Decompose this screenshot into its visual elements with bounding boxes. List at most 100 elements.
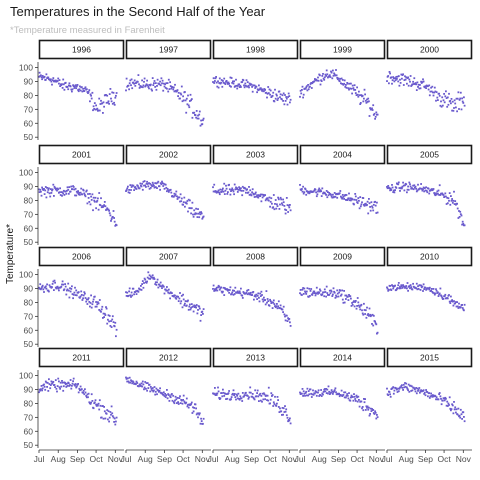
data-point bbox=[302, 185, 304, 188]
x-tick-label: Nov bbox=[195, 454, 211, 464]
data-point bbox=[386, 80, 388, 82]
data-point bbox=[418, 387, 421, 389]
data-point bbox=[104, 417, 107, 420]
data-point bbox=[327, 191, 329, 193]
data-point bbox=[363, 97, 365, 100]
facet-panel-2003: 2003 bbox=[212, 144, 299, 215]
data-point bbox=[39, 389, 42, 392]
data-point bbox=[51, 382, 53, 385]
data-point bbox=[449, 203, 452, 206]
data-point bbox=[238, 290, 241, 293]
data-point bbox=[43, 188, 45, 190]
data-point bbox=[308, 393, 311, 396]
data-point bbox=[133, 79, 136, 82]
data-point bbox=[309, 191, 311, 194]
data-point bbox=[332, 74, 335, 77]
data-point bbox=[423, 190, 426, 193]
data-point bbox=[196, 117, 199, 120]
data-point bbox=[107, 101, 109, 104]
data-point bbox=[375, 323, 378, 326]
x-tick-label: Sep bbox=[157, 454, 172, 464]
data-point bbox=[51, 83, 53, 86]
data-point bbox=[262, 300, 265, 303]
data-point bbox=[450, 102, 452, 105]
data-point bbox=[239, 84, 242, 87]
data-point bbox=[159, 285, 161, 288]
data-point bbox=[147, 185, 150, 188]
data-point bbox=[48, 378, 50, 381]
data-point bbox=[213, 183, 216, 186]
data-point bbox=[314, 188, 317, 191]
data-point bbox=[215, 288, 217, 290]
data-point bbox=[318, 292, 321, 294]
data-point bbox=[386, 287, 389, 290]
data-point bbox=[177, 300, 180, 302]
data-points bbox=[125, 376, 205, 425]
data-point bbox=[455, 301, 457, 303]
data-point bbox=[358, 199, 360, 202]
data-point bbox=[361, 407, 363, 410]
data-point bbox=[321, 75, 324, 77]
data-point bbox=[330, 391, 332, 394]
data-point bbox=[350, 87, 353, 90]
data-point bbox=[49, 79, 52, 82]
data-point bbox=[153, 389, 155, 392]
data-point bbox=[421, 81, 424, 83]
data-point bbox=[76, 191, 79, 194]
data-point bbox=[111, 415, 114, 417]
data-point bbox=[317, 79, 320, 82]
data-point bbox=[322, 192, 324, 195]
data-point bbox=[343, 79, 346, 82]
data-point bbox=[317, 189, 320, 191]
data-point bbox=[407, 76, 409, 79]
facet-panel-2010: 2010 bbox=[386, 246, 473, 312]
data-point bbox=[393, 191, 396, 194]
data-point bbox=[263, 392, 265, 395]
data-point bbox=[149, 278, 152, 280]
data-point bbox=[279, 304, 282, 307]
data-point bbox=[176, 402, 178, 404]
data-point bbox=[86, 202, 89, 205]
data-point bbox=[330, 70, 332, 73]
data-point bbox=[50, 80, 53, 83]
data-point bbox=[276, 203, 278, 206]
data-point bbox=[264, 194, 266, 196]
data-point bbox=[243, 394, 246, 396]
data-point bbox=[100, 310, 102, 313]
data-point bbox=[350, 396, 352, 399]
data-point bbox=[427, 395, 429, 398]
data-point bbox=[272, 299, 275, 302]
data-point bbox=[311, 294, 314, 296]
data-point bbox=[392, 287, 395, 290]
data-point bbox=[82, 391, 84, 394]
data-point bbox=[42, 189, 45, 191]
data-point bbox=[96, 303, 99, 306]
data-point bbox=[313, 80, 316, 83]
facet-strip-label: 2001 bbox=[72, 150, 91, 160]
data-point bbox=[336, 196, 339, 199]
data-point bbox=[140, 185, 143, 188]
y-tick-label: 100 bbox=[19, 270, 33, 280]
data-point bbox=[251, 191, 253, 194]
data-point bbox=[197, 208, 199, 210]
data-point bbox=[52, 381, 55, 383]
facet-strip-label: 2007 bbox=[159, 252, 178, 262]
data-point bbox=[161, 82, 163, 85]
facet-panel-2004: 2004 bbox=[299, 144, 386, 215]
data-point bbox=[316, 291, 319, 294]
data-point bbox=[67, 88, 70, 91]
data-point bbox=[128, 287, 131, 290]
data-point bbox=[57, 287, 60, 290]
data-point bbox=[346, 82, 349, 85]
data-point bbox=[325, 285, 328, 288]
data-point bbox=[55, 287, 58, 290]
data-point bbox=[289, 204, 291, 206]
data-point bbox=[245, 191, 247, 194]
data-point bbox=[266, 394, 269, 397]
data-point bbox=[79, 296, 81, 299]
data-point bbox=[40, 287, 43, 290]
data-point bbox=[125, 291, 127, 294]
data-point bbox=[88, 301, 91, 303]
data-point bbox=[185, 397, 188, 400]
data-point bbox=[272, 91, 275, 94]
